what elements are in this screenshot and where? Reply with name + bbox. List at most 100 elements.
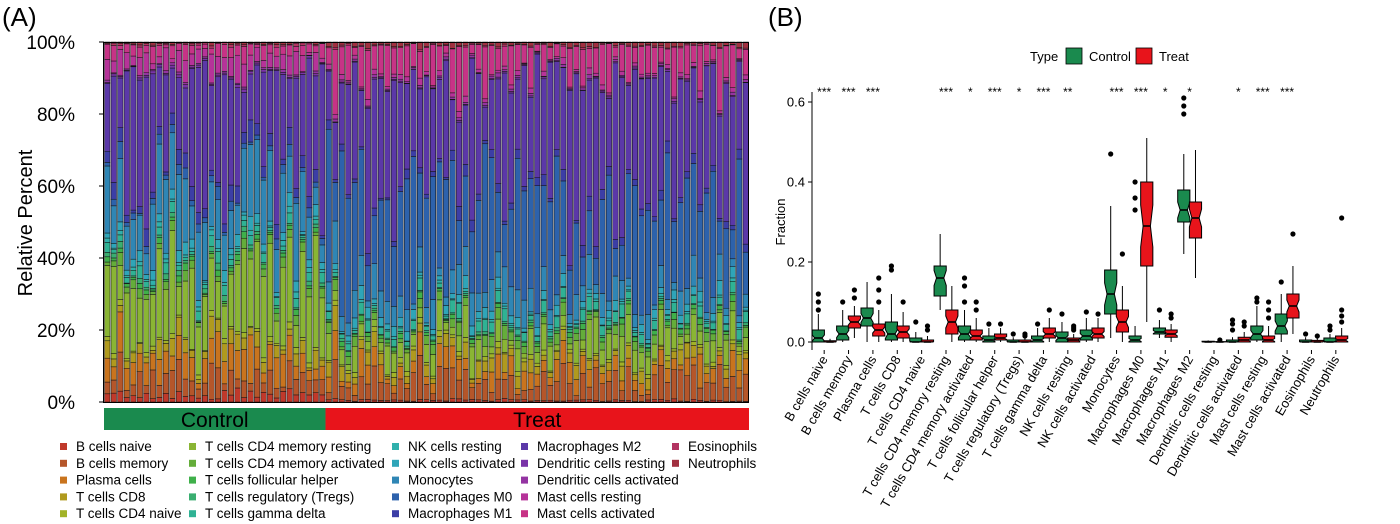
box-legend: Type Control Treat <box>1030 47 1189 65</box>
bar-segment <box>671 98 678 102</box>
bar-segment <box>195 231 202 301</box>
bar-segment <box>175 281 182 287</box>
bar-segment <box>195 67 202 213</box>
bar-segment <box>306 57 313 197</box>
bar-segment <box>658 46 665 63</box>
bar-segment <box>397 366 404 380</box>
bar-segment <box>488 149 495 158</box>
bar-segment <box>130 352 137 363</box>
box <box>1225 317 1240 343</box>
bar-segment <box>156 213 163 223</box>
bar-segment <box>254 231 261 235</box>
bar-segment <box>612 370 619 401</box>
bar-segment <box>612 56 619 60</box>
bar-segment <box>312 169 319 183</box>
bar-segment <box>625 357 632 367</box>
bar-segment <box>684 375 691 402</box>
bar-segment <box>566 383 573 401</box>
bar-segment <box>299 392 306 403</box>
stacked-bar <box>729 41 736 403</box>
bar-segment <box>293 298 300 309</box>
bar-segment <box>345 335 352 342</box>
bar-segment <box>664 382 671 401</box>
bar-segment <box>508 84 515 90</box>
bar-segment <box>462 275 469 289</box>
bar-segment <box>312 235 319 348</box>
bar-segment <box>482 307 489 319</box>
bar-segment <box>736 148 743 160</box>
bar-segment <box>475 193 482 201</box>
bar-segment <box>130 209 137 214</box>
bar-segment <box>254 346 261 370</box>
bar-segment <box>534 53 541 178</box>
bar-segment <box>228 267 235 272</box>
bar-segment <box>729 266 736 279</box>
outlier-point <box>851 295 857 301</box>
bar-segment <box>247 141 254 145</box>
bar-segment <box>658 399 665 403</box>
bar-segment <box>162 70 169 74</box>
bar-segment <box>436 275 443 281</box>
bar-segment <box>527 47 534 89</box>
stacked-bar <box>540 41 547 403</box>
box <box>811 291 825 343</box>
bar-segment <box>273 70 280 225</box>
box-body <box>1128 335 1142 343</box>
bar-segment <box>390 246 397 307</box>
stacked-bar <box>221 41 228 403</box>
bar-segment <box>247 235 254 246</box>
bar-segment <box>423 384 430 400</box>
bar-segment <box>364 265 371 302</box>
bar-segment <box>201 288 208 294</box>
bar-segment <box>495 353 502 380</box>
bar-segment <box>338 338 345 342</box>
bar-segment <box>540 78 547 175</box>
bar-segment <box>449 96 456 100</box>
box <box>823 338 837 343</box>
bar-segment <box>618 365 625 382</box>
bar-segment <box>612 324 619 335</box>
bar-segment <box>332 305 339 331</box>
bar-segment <box>482 371 489 380</box>
bar-segment <box>456 398 463 403</box>
bar-segment <box>416 331 423 356</box>
bar-segment <box>403 383 410 389</box>
bar-segment <box>410 156 417 305</box>
bar-segment <box>690 304 697 310</box>
bar-segment <box>462 291 469 294</box>
bar-segment <box>684 313 691 324</box>
bar-segment <box>566 48 573 88</box>
bar-segment <box>351 54 358 60</box>
bar-segment <box>449 149 456 161</box>
bar-segment <box>723 228 730 309</box>
bar-segment <box>618 380 625 392</box>
bar-segment <box>462 95 469 103</box>
bar-segment <box>260 372 267 384</box>
bar-segment <box>286 144 293 157</box>
bar-segment <box>345 322 352 337</box>
bar-segment <box>267 225 274 228</box>
box <box>1140 138 1154 322</box>
bar-segment <box>410 320 417 330</box>
bar-segment <box>267 227 274 231</box>
box <box>1164 311 1178 342</box>
bar-segment <box>625 173 632 279</box>
bar-segment <box>527 87 534 94</box>
bar-segment <box>729 258 736 267</box>
bar-segment <box>182 84 189 89</box>
bar-segment <box>260 45 267 61</box>
bar-segment <box>104 165 111 234</box>
bar-segment <box>293 347 300 355</box>
bar-segment <box>742 337 749 351</box>
bar-segment <box>514 394 521 401</box>
bar-segment <box>625 290 632 299</box>
bar-segment <box>332 118 339 123</box>
bar-segment <box>658 287 665 294</box>
bar-segment <box>508 315 515 324</box>
bar-segment <box>690 399 697 403</box>
bar-segment <box>156 234 163 238</box>
bar-segment <box>547 61 554 199</box>
bar-segment <box>345 387 352 401</box>
bar-segment <box>521 357 528 363</box>
bar-segment <box>671 319 678 329</box>
